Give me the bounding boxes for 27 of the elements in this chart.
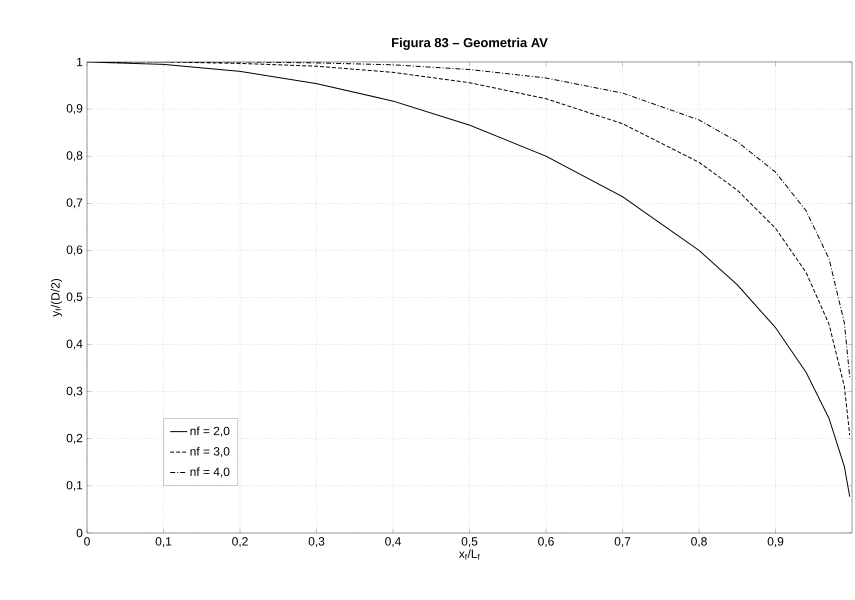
- legend-label: nf = 3,0: [190, 446, 230, 458]
- y-tick-label: 0,4: [66, 340, 82, 350]
- x-tick-label: 0,1: [156, 537, 172, 548]
- y-tick-label: 0: [76, 528, 82, 538]
- x-tick-label: 0,4: [385, 537, 401, 548]
- y-tick-label: 0,6: [66, 245, 82, 256]
- y-tick-label: 0,7: [66, 198, 82, 208]
- x-tick-label: 0,3: [308, 537, 324, 548]
- y-tick-label: 0,2: [66, 434, 82, 444]
- y-tick-label: 0,5: [66, 292, 82, 302]
- x-tick-label: 0,2: [232, 537, 248, 548]
- legend-label: nf = 2,0: [190, 426, 230, 437]
- y-tick-label: 0,8: [66, 151, 82, 162]
- y-tick-label: 0,9: [66, 104, 82, 114]
- x-tick-label: 0,5: [462, 537, 478, 548]
- x-tick-label: 0,7: [614, 537, 630, 548]
- y-tick-label: 0,1: [66, 480, 82, 491]
- x-tick-label: 0: [84, 537, 90, 546]
- legend-label: nf = 4,0: [190, 467, 230, 478]
- x-axis-title: x$_{f}$/L$_{f}$: [458, 549, 480, 560]
- y-tick-label: 0,3: [66, 386, 82, 397]
- chart-title: Figura 83 – Geometria AV: [392, 38, 548, 50]
- y-tick-label: 1: [77, 58, 82, 66]
- x-tick-label: 0,8: [691, 537, 707, 548]
- y-axis-title: y$_{f}$/(D/2): [50, 278, 62, 317]
- x-tick-label: 0,9: [768, 537, 784, 548]
- x-tick-label: 0,6: [538, 537, 554, 548]
